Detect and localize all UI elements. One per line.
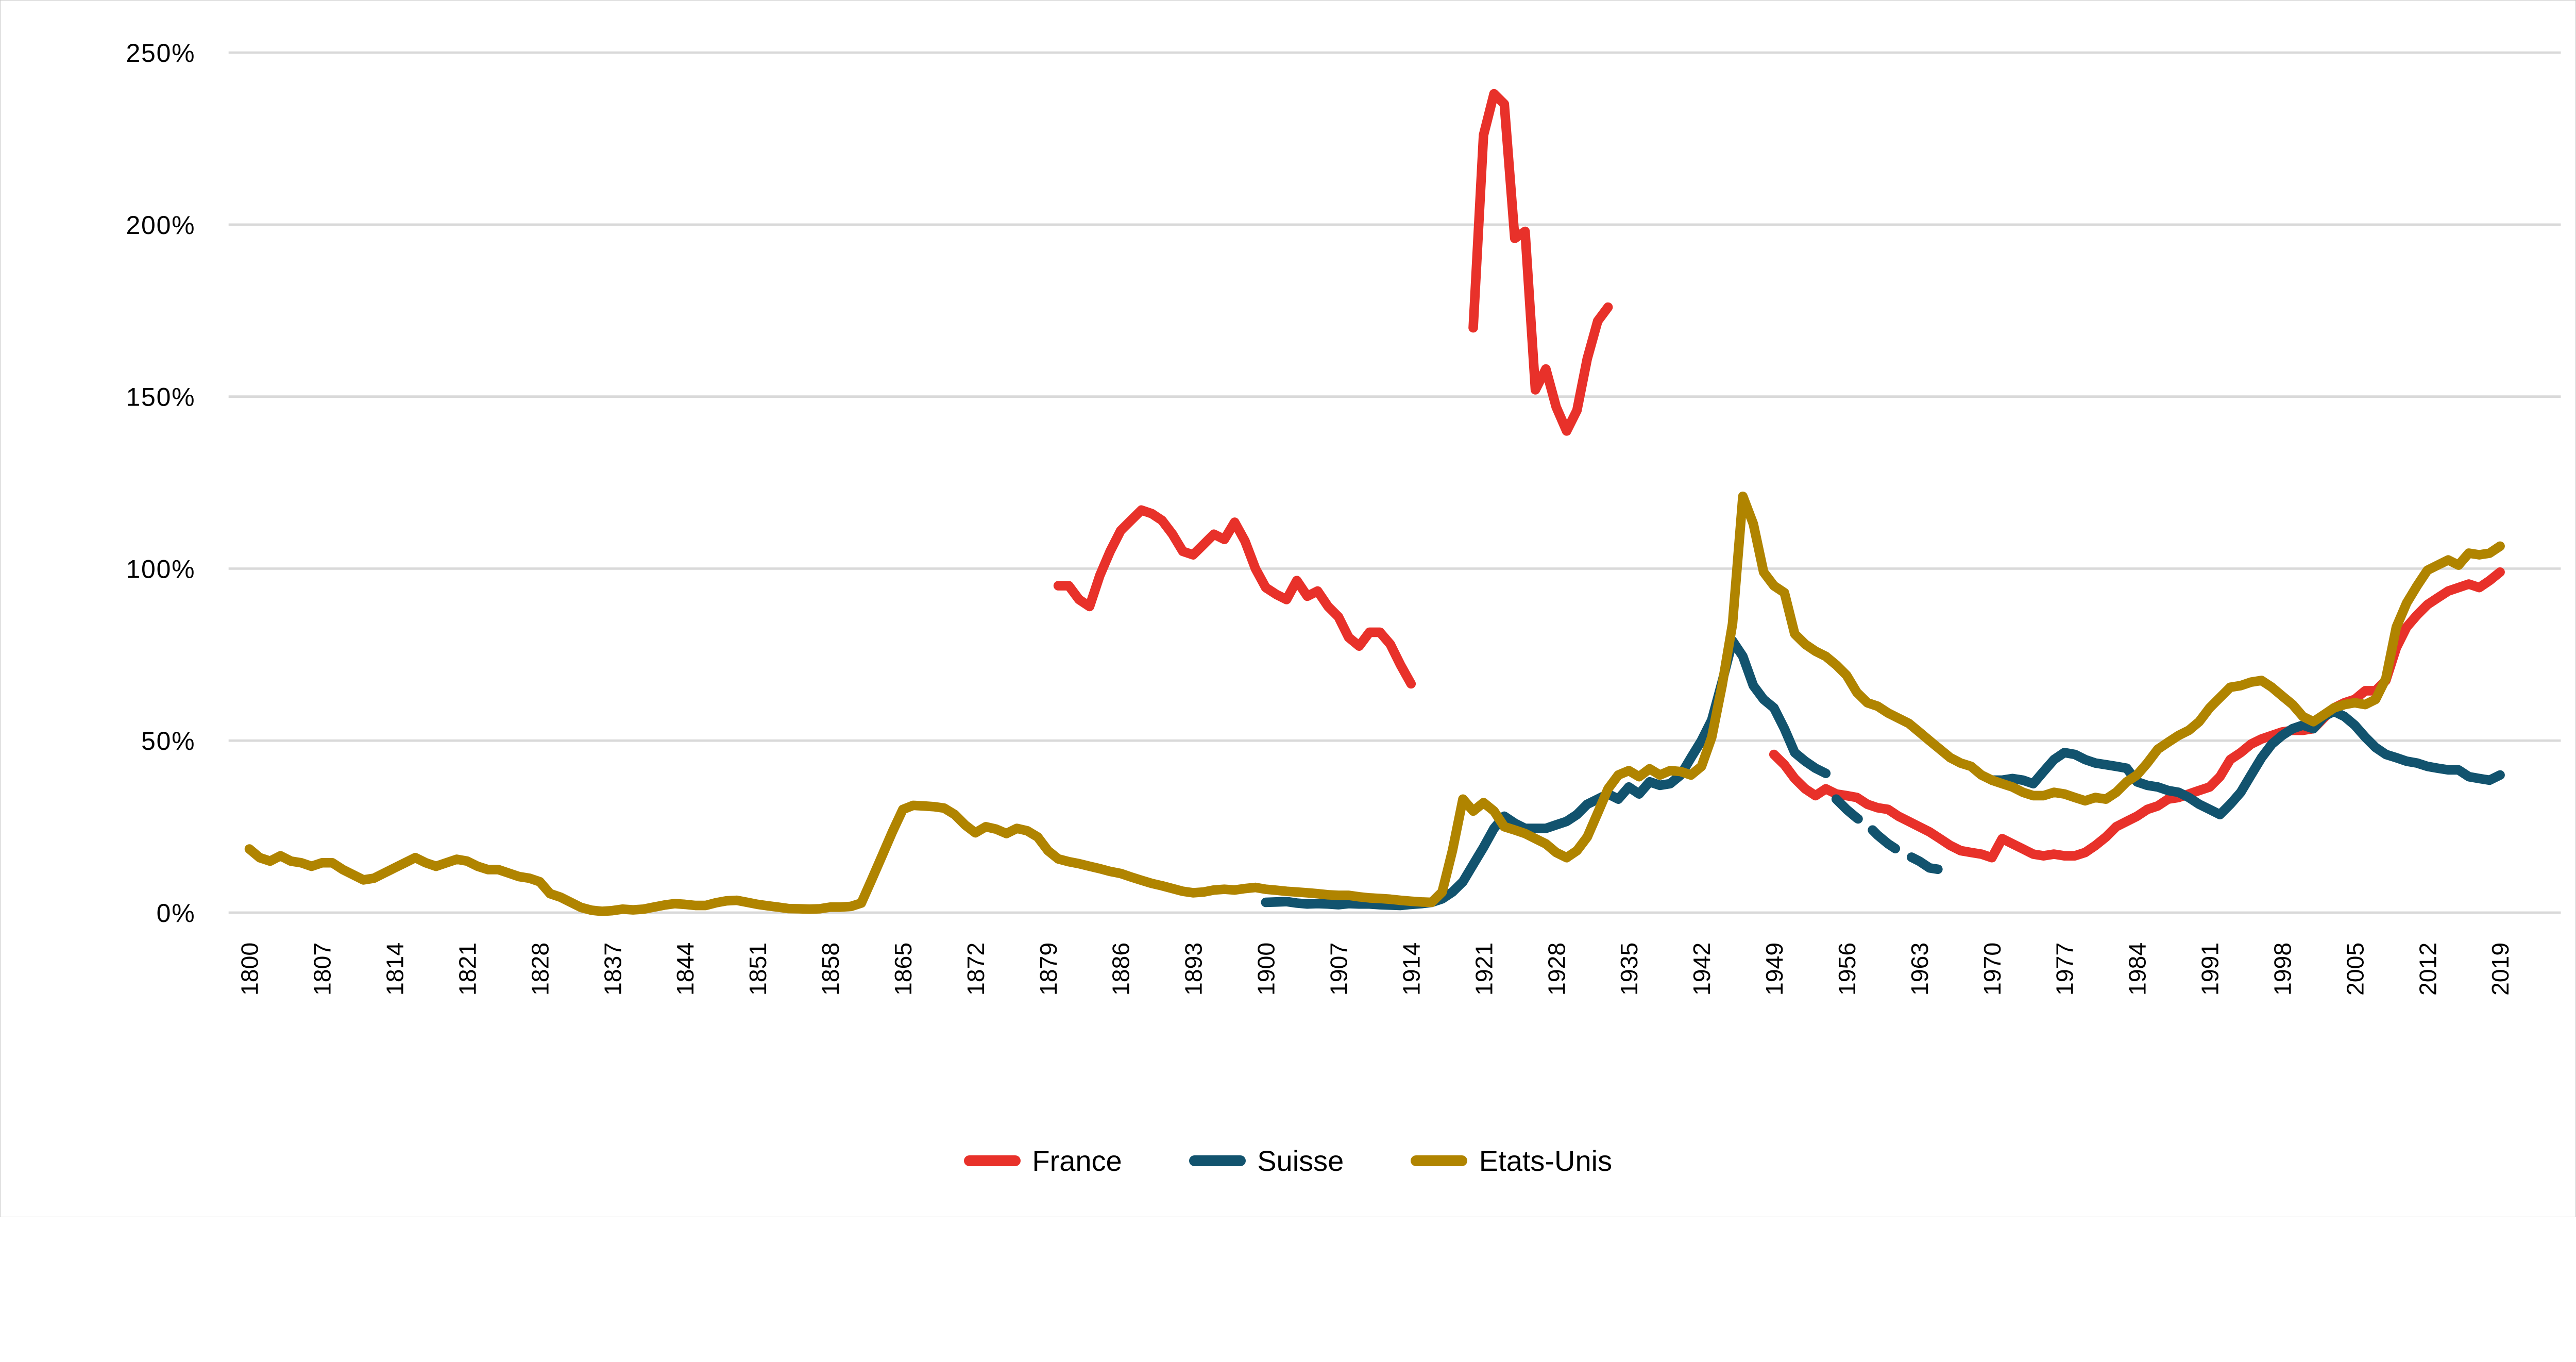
svg-text:150%: 150% [126,383,195,412]
svg-text:1893: 1893 [1180,943,1207,996]
svg-text:2005: 2005 [2342,943,2368,996]
svg-text:1949: 1949 [1761,943,1788,996]
svg-text:1851: 1851 [744,943,771,996]
svg-text:1963: 1963 [1906,943,1933,996]
chart-area: 0% 50% 100% 150% 200% 250% 1800 1807 1814 1821 182… [1,1,2575,1217]
svg-text:1886: 1886 [1108,943,1134,996]
svg-text:1872: 1872 [962,943,989,996]
svg-text:1907: 1907 [1326,943,1352,996]
svg-text:1928: 1928 [1543,943,1570,996]
svg-text:100%: 100% [126,554,195,583]
svg-text:1970: 1970 [1979,943,2006,996]
svg-text:250%: 250% [126,39,195,68]
svg-text:1858: 1858 [817,943,844,996]
svg-text:1956: 1956 [1834,943,1860,996]
svg-text:2012: 2012 [2414,943,2441,996]
svg-text:1807: 1807 [309,943,336,996]
svg-text:1879: 1879 [1035,943,1062,996]
svg-text:1998: 1998 [2269,943,2296,996]
svg-text:0%: 0% [157,899,196,928]
chart-frame: 0% 50% 100% 150% 200% 250% 1800 1807 1814 1821 182… [0,0,2576,1217]
svg-text:1844: 1844 [672,943,699,996]
svg-text:1821: 1821 [454,943,481,996]
svg-text:1984: 1984 [2124,943,2151,996]
svg-text:1991: 1991 [2197,943,2224,996]
svg-text:1935: 1935 [1616,943,1642,996]
svg-text:1914: 1914 [1398,943,1425,996]
svg-text:1900: 1900 [1253,943,1280,996]
svg-text:2019: 2019 [2487,943,2514,996]
svg-text:1921: 1921 [1470,943,1497,996]
svg-text:1814: 1814 [382,943,409,996]
svg-text:1865: 1865 [890,943,917,996]
svg-text:200%: 200% [126,211,195,240]
svg-text:50%: 50% [141,727,195,755]
svg-text:1837: 1837 [599,943,626,996]
svg-text:1828: 1828 [527,943,553,996]
debt-line-chart: 0% 50% 100% 150% 200% 250% 1800 1807 1814 1821 182… [126,39,2561,996]
svg-text:1800: 1800 [236,943,263,996]
svg-text:1977: 1977 [2052,943,2078,996]
svg-text:1942: 1942 [1688,943,1715,996]
